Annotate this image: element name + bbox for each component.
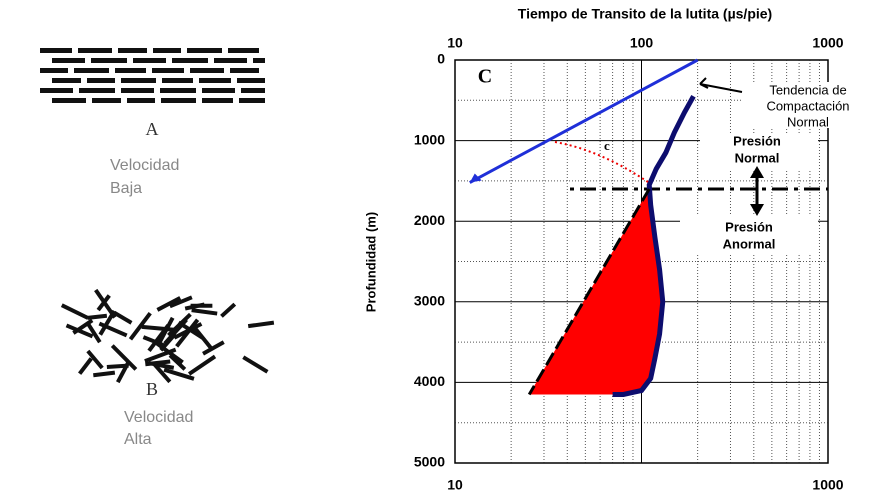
- layer-dash: [121, 88, 154, 93]
- layer-dash: [160, 88, 196, 93]
- layer-dash: [228, 48, 259, 53]
- annotation: Normal: [735, 150, 780, 165]
- layer-dash: [52, 58, 85, 63]
- panel-letter: A: [146, 119, 159, 139]
- grain: [93, 373, 115, 376]
- layer-dash: [40, 68, 68, 73]
- layer-dash: [161, 98, 196, 103]
- annotation: Presión: [725, 219, 773, 234]
- annotation: Compactación: [766, 98, 849, 113]
- chart-title: Tiempo de Transito de la lutita (µs/pie): [518, 6, 772, 22]
- y-tick-label: 5000: [414, 454, 445, 470]
- y-axis-label: Profundidad (m): [363, 212, 378, 312]
- y-tick-label: 0: [437, 51, 445, 67]
- layer-dash: [87, 78, 115, 83]
- layer-dash: [199, 78, 231, 83]
- layer-dash: [172, 58, 208, 63]
- layer-dash: [52, 78, 81, 83]
- layer-dash: [241, 88, 265, 93]
- layer-dash: [152, 68, 184, 73]
- y-tick-label: 1000: [414, 131, 445, 147]
- layer-dash: [127, 98, 155, 103]
- angle-label: c: [604, 138, 610, 153]
- panel-letter: B: [146, 379, 158, 399]
- panel-label: C: [478, 66, 492, 88]
- layer-dash: [118, 48, 147, 53]
- caption: Velocidad: [110, 157, 179, 174]
- layer-dash: [239, 98, 265, 103]
- annotation: Normal: [787, 114, 829, 129]
- y-tick-label: 3000: [414, 293, 445, 309]
- layer-dash: [202, 98, 233, 103]
- grain: [142, 327, 174, 330]
- annotation: Presión: [733, 133, 781, 148]
- x-tick-label: 10: [447, 477, 463, 493]
- x-tick-label: 10: [447, 35, 463, 51]
- layer-dash: [40, 48, 72, 53]
- layer-dash: [40, 88, 73, 93]
- layer-dash: [121, 78, 156, 83]
- layer-dash: [202, 88, 235, 93]
- layer-dash: [74, 68, 109, 73]
- x-tick-label: 1000: [812, 35, 843, 51]
- layer-dash: [187, 48, 222, 53]
- layer-dash: [153, 48, 181, 53]
- caption: Velocidad: [124, 409, 193, 426]
- annotation: Anormal: [723, 236, 776, 251]
- x-tick-label: 100: [630, 35, 654, 51]
- layer-dash: [190, 68, 224, 73]
- y-tick-label: 2000: [414, 212, 445, 228]
- layer-dash: [230, 68, 259, 73]
- layer-dash: [162, 78, 193, 83]
- layer-dash: [79, 88, 115, 93]
- layer-dash: [52, 98, 86, 103]
- layer-dash: [253, 58, 265, 63]
- y-tick-label: 4000: [414, 373, 445, 389]
- caption: Alta: [124, 431, 152, 448]
- layer-dash: [91, 58, 127, 63]
- layer-dash: [133, 58, 166, 63]
- layer-dash: [237, 78, 265, 83]
- caption: Baja: [110, 180, 142, 197]
- grain: [88, 316, 107, 318]
- x-tick-label: 1000: [812, 477, 843, 493]
- annotation: Tendencia de: [769, 82, 846, 97]
- layer-dash: [78, 48, 112, 53]
- layer-dash: [115, 68, 146, 73]
- layer-dash: [214, 58, 247, 63]
- layer-dash: [92, 98, 121, 103]
